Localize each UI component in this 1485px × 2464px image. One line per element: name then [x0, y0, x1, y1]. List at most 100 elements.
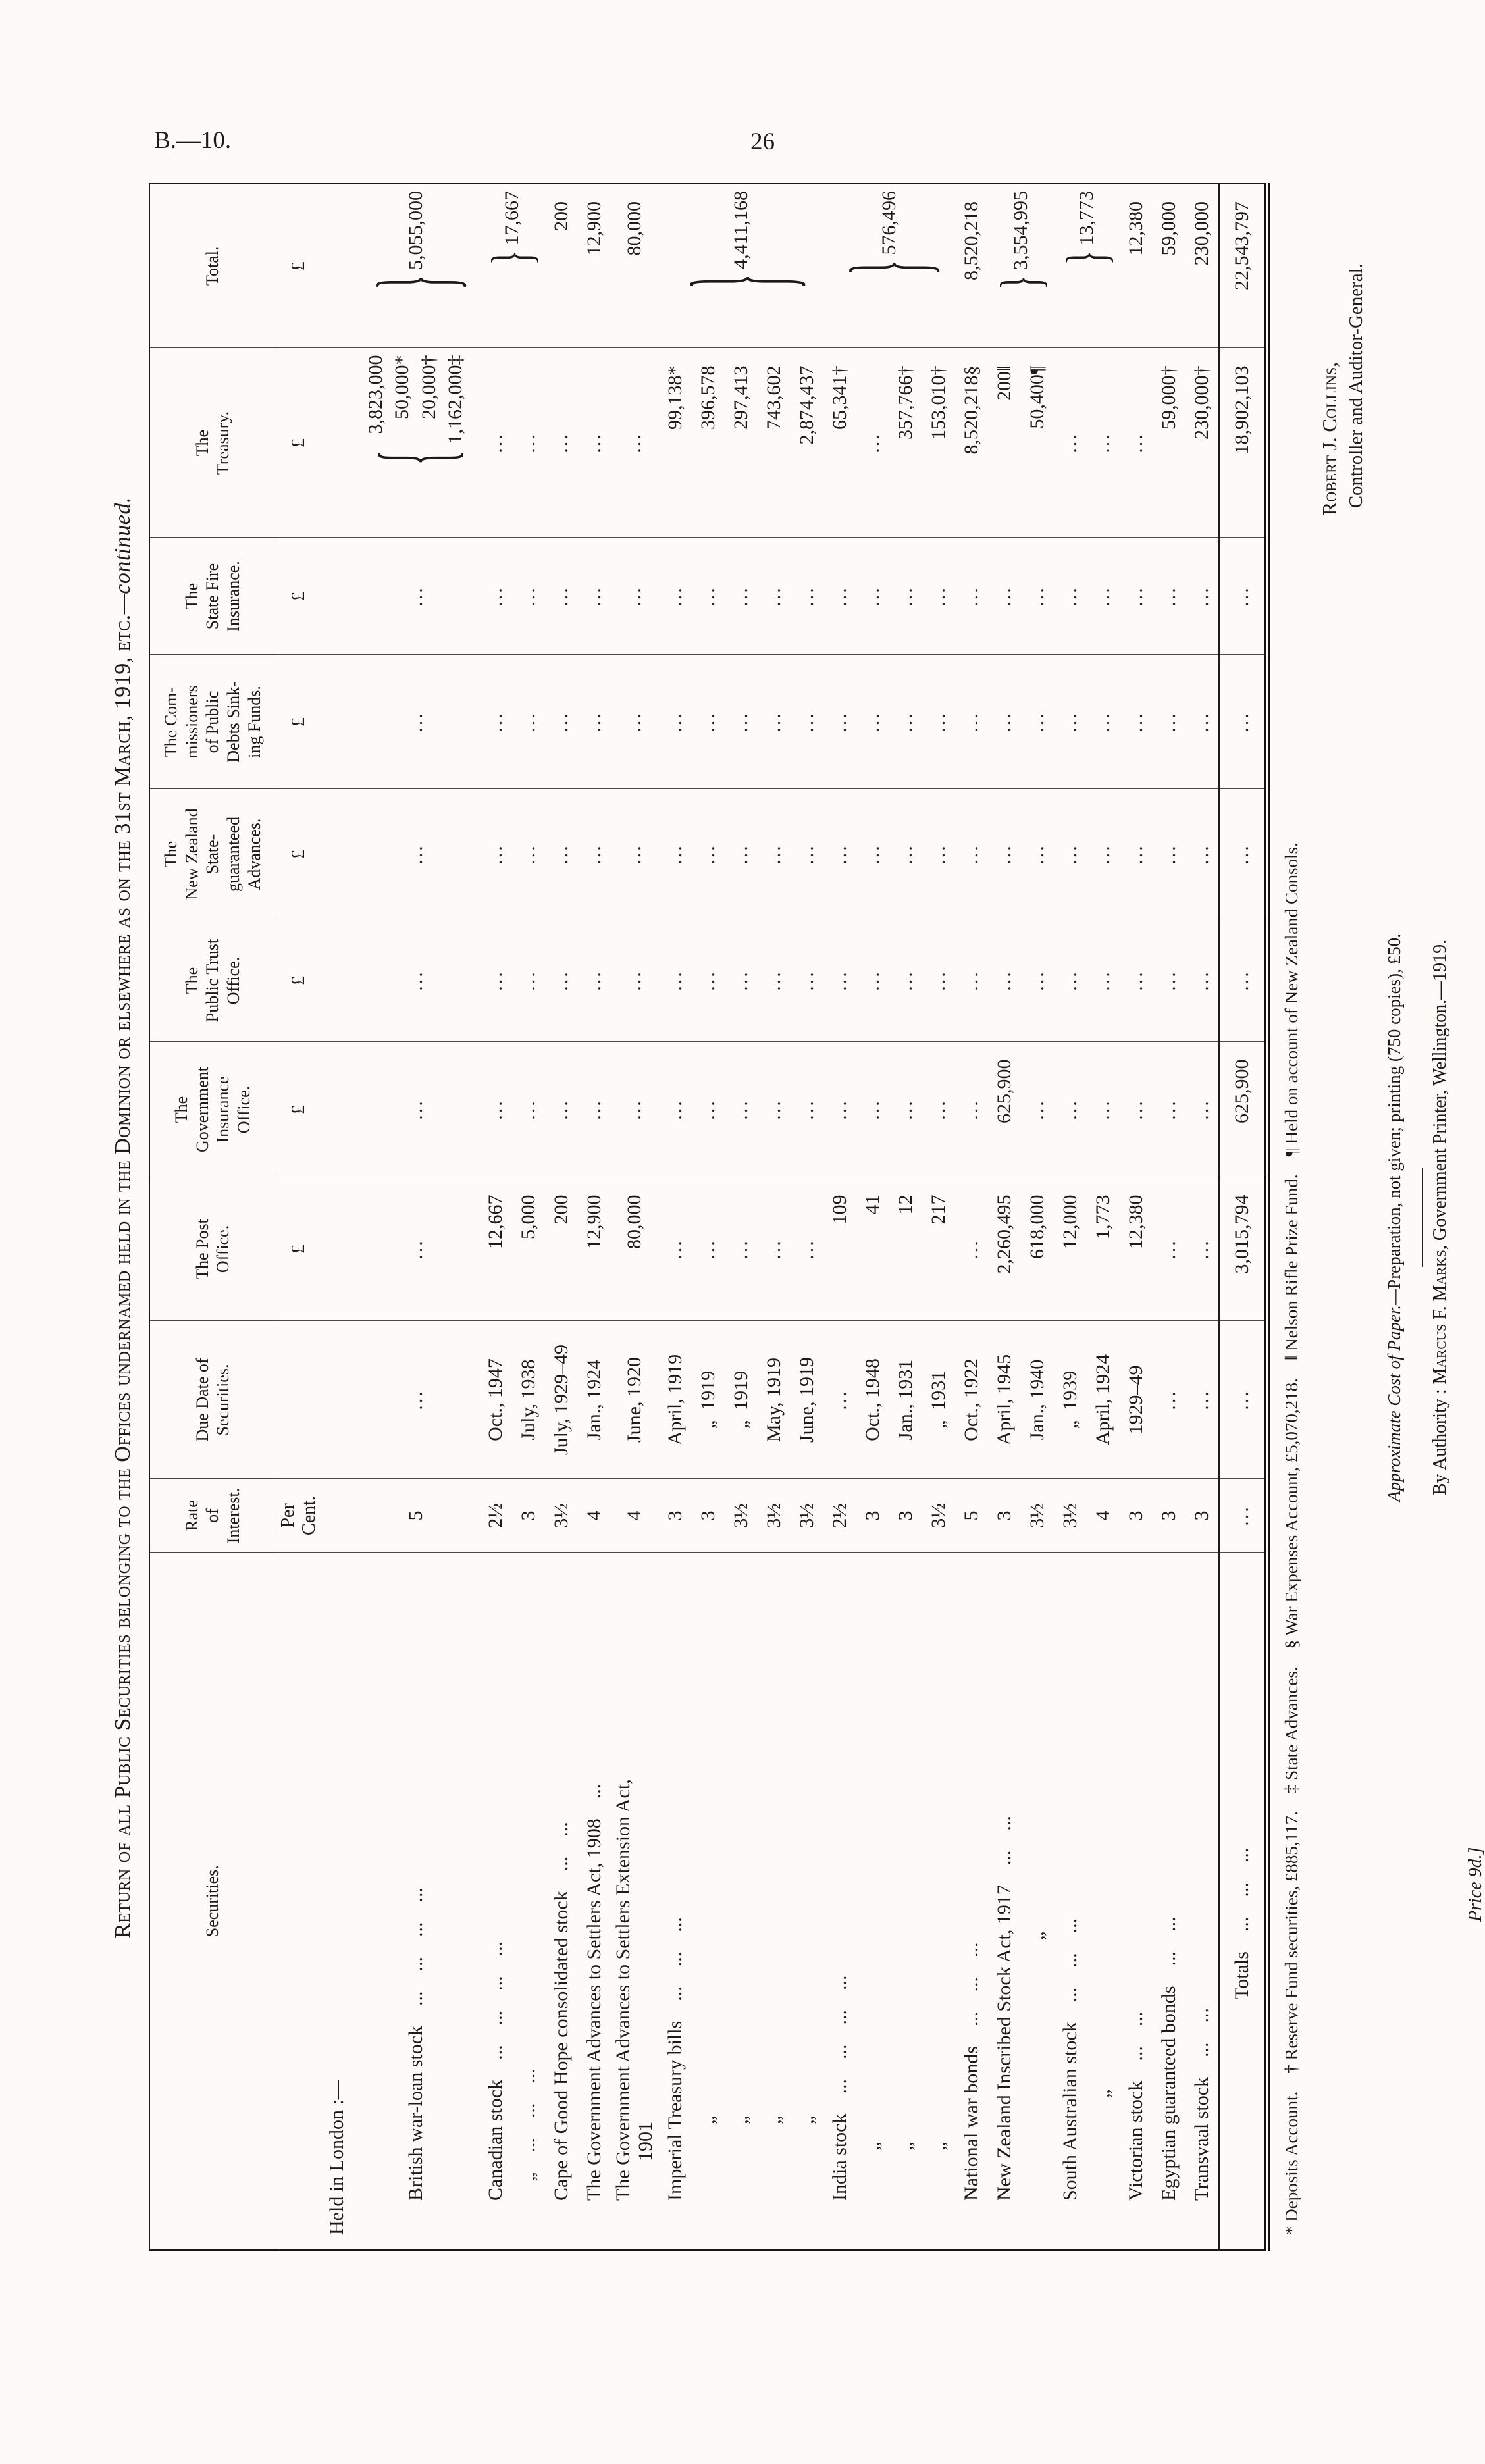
signature-title: Controller and Auditor-General.	[1345, 263, 1367, 509]
signature-block: Robert J. Collins, Controller and Audito…	[1318, 184, 1367, 2251]
rate-cell: 4	[1086, 1479, 1120, 1553]
nz-cell: ...	[757, 789, 791, 919]
col-header-public-trust: The Public Trust Office.	[149, 919, 276, 1042]
col-header-nz-state-advances: The New Zealand State- guaranteed Advanc…	[149, 789, 276, 919]
brace-right: }	[988, 275, 1053, 290]
table-row: National war bonds ... ... ... 5 Oct., 1…	[954, 184, 988, 2250]
cell	[321, 1479, 353, 1553]
treasury-cell: 99,138*	[658, 348, 692, 538]
sf-cell: ...	[889, 538, 922, 655]
rate-cell: 3	[1152, 1479, 1185, 1553]
sf-cell: ...	[691, 538, 725, 655]
table-row: The Government Advances to Settlers Exte…	[610, 184, 659, 2250]
cell	[321, 919, 353, 1042]
nz-cell: ...	[352, 789, 479, 919]
pt-cell: ...	[691, 919, 725, 1042]
rate-cell: 4	[610, 1479, 659, 1553]
total-cell: } 13,773	[1053, 184, 1120, 348]
security-name: „	[1086, 1553, 1120, 2250]
brace-right: }	[479, 250, 544, 265]
pt-cell: ...	[823, 919, 856, 1042]
po-cell: ...	[757, 1177, 791, 1321]
pt-total: ...	[1218, 919, 1267, 1042]
rate-cell: 4	[577, 1479, 611, 1553]
total-cell: } 576,496	[823, 184, 955, 348]
brace-right: }	[662, 274, 817, 289]
sf-cell: ...	[922, 538, 955, 655]
gi-cell: ...	[856, 1042, 889, 1177]
total-cell: } 5,055,000	[352, 184, 479, 348]
treasury-cell: 153,010†	[922, 348, 955, 538]
com-cell: ...	[1020, 655, 1054, 789]
po-cell: ...	[658, 1177, 692, 1321]
treasury-cell: 59,000†	[1152, 348, 1185, 538]
due-cell: Jan., 1940	[1020, 1321, 1054, 1479]
security-name: India stock ... ... ... ...	[823, 1553, 856, 2250]
sf-cell: ...	[1119, 538, 1153, 655]
nz-cell: ...	[1053, 789, 1087, 919]
rate-cell: 5	[954, 1479, 988, 1553]
treasury-cell: 743,602	[757, 348, 791, 538]
col-header-state-fire: The State Fire Insurance.	[149, 538, 276, 655]
rate-cell: 3½	[724, 1479, 758, 1553]
totals-row: Totals ... ... ... ... ... 3,015,794 625…	[1218, 184, 1267, 2250]
treasury-stacked-cell: { 3,823,000 50,000* 20,000† 1,162,000‡	[352, 348, 479, 538]
gi-cell: ...	[511, 1042, 545, 1177]
subheader-cell: £	[276, 538, 321, 655]
security-name: „	[1020, 1553, 1054, 2250]
po-cell: 200	[544, 1177, 578, 1321]
nz-cell: ...	[511, 789, 545, 919]
sf-cell: ...	[479, 538, 512, 655]
subheader-cell: £	[276, 919, 321, 1042]
sf-cell: ...	[1185, 538, 1219, 655]
nz-cell: ...	[1185, 789, 1219, 919]
cell	[321, 348, 353, 538]
header-row: Securities. Rate of Interest. Due Date o…	[149, 184, 276, 2250]
rate-cell: 3½	[790, 1479, 823, 1553]
rate-cell: 3½	[922, 1479, 955, 1553]
table-row: Victorian stock ... ... 3 1929–49 12,380…	[1119, 184, 1153, 2250]
table-row: „ 4 April, 1924 1,773 ... ... ... ... ..…	[1086, 184, 1120, 2250]
pt-cell: ...	[987, 919, 1021, 1042]
gi-cell: ...	[724, 1042, 758, 1177]
grand-total: 22,543,797	[1218, 184, 1267, 348]
rate-cell: 3	[658, 1479, 692, 1553]
table-row: „ 3½ „ 1931 217 ... ... ... ... ... 153,…	[922, 184, 955, 2250]
treasury-cell: 357,766†	[889, 348, 922, 538]
com-cell: ...	[987, 655, 1021, 789]
gi-cell: ...	[889, 1042, 922, 1177]
table-row: Imperial Treasury bills ... ... ... 3 Ap…	[658, 184, 823, 2250]
total-cell: } 4,411,168	[658, 184, 823, 348]
com-cell: ...	[1119, 655, 1153, 789]
pt-cell: ...	[790, 919, 823, 1042]
nz-cell: ...	[790, 789, 823, 919]
rate-cell: 3	[1119, 1479, 1153, 1553]
com-cell: ...	[922, 655, 955, 789]
treasury-cell: ...	[544, 348, 578, 538]
gi-cell: ...	[1152, 1042, 1185, 1177]
com-cell: ...	[1053, 655, 1087, 789]
table-row: India stock ... ... ... ... 2½ ... 109 .…	[823, 184, 955, 2250]
nz-cell: ...	[691, 789, 725, 919]
po-cell: ...	[954, 1177, 988, 1321]
com-cell: ...	[856, 655, 889, 789]
security-name: Egyptian guaranteed bonds ... ...	[1152, 1553, 1185, 2250]
treasury-cell: ...	[1119, 348, 1153, 538]
cell	[321, 538, 353, 655]
total-cell: 230,000	[1185, 184, 1219, 348]
table-row: „ 3 Jan., 1931 12 ... ... ... ... ... 35…	[889, 184, 922, 2250]
security-name: „	[856, 1553, 889, 2250]
table-row: Transvaal stock ... ... 3 ... ... ... ..…	[1185, 184, 1219, 2250]
table-row: „ 3 „ 1919 ... ... ... ... ... ... 396,5…	[691, 184, 725, 2250]
treasury-line: 1,162,000‡	[444, 355, 467, 444]
report-title: Return of all Public Securities belongin…	[111, 184, 136, 2251]
gi-cell: ...	[1119, 1042, 1153, 1177]
cell	[321, 1321, 353, 1479]
doc-ref: B.—10.	[154, 127, 232, 154]
nz-cell: ...	[658, 789, 692, 919]
table-row: Egyptian guaranteed bonds ... ... 3 ... …	[1152, 184, 1185, 2250]
total-value: 5,055,000	[404, 191, 427, 270]
pt-cell: ...	[922, 919, 955, 1042]
col-header-govt-insurance: The Government Insurance Office.	[149, 1042, 276, 1177]
totals-label: Totals ... ... ...	[1218, 1553, 1267, 2250]
